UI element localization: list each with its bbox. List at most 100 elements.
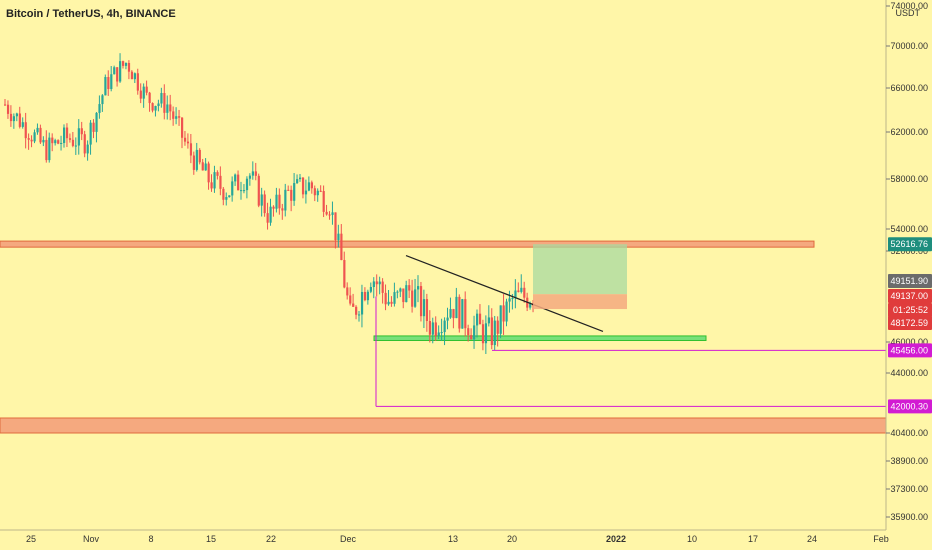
candle-body xyxy=(86,144,89,154)
candle-body xyxy=(51,137,54,144)
price-tick-label: 62000.00 xyxy=(890,127,928,137)
candle-body xyxy=(77,128,80,146)
price-badge xyxy=(888,303,932,317)
candle-body xyxy=(234,174,237,182)
candle-body xyxy=(296,179,299,184)
candle-body xyxy=(428,321,431,335)
candle-body xyxy=(145,86,148,93)
candle-body xyxy=(352,303,355,307)
candle-body xyxy=(4,104,7,106)
candle-body xyxy=(57,140,60,144)
candle-body xyxy=(281,208,284,211)
candle-body xyxy=(113,67,116,75)
candle-body xyxy=(405,285,408,303)
price-badge xyxy=(888,399,932,414)
candle-body xyxy=(331,212,334,215)
position-target-zone xyxy=(533,244,627,295)
candle-body xyxy=(478,313,482,325)
chart-title: Bitcoin / TetherUS, 4h, BINANCE xyxy=(6,8,176,20)
candle-body xyxy=(80,128,83,135)
candle-body xyxy=(363,291,367,301)
candle-body xyxy=(240,190,243,192)
candle-body xyxy=(151,103,154,111)
candle-body xyxy=(387,301,390,305)
candle-body xyxy=(166,104,169,113)
candle-body xyxy=(251,171,254,176)
candle-body xyxy=(60,142,63,144)
candle-body xyxy=(18,113,21,127)
candle-body xyxy=(124,62,128,66)
candle-body xyxy=(204,163,207,171)
price-tick-label: 74000.00 xyxy=(890,1,928,11)
price-badge-label: 49151.90 xyxy=(890,276,928,286)
candle-body xyxy=(490,317,493,346)
candle-body xyxy=(378,281,381,285)
candle-body xyxy=(242,190,246,192)
position-stop-zone xyxy=(533,294,627,310)
zone-resistance xyxy=(0,240,815,248)
time-tick-label: 25 xyxy=(26,534,36,544)
candle-body xyxy=(422,299,426,317)
candle-body xyxy=(24,122,27,139)
candle-body xyxy=(375,281,378,285)
candle-body xyxy=(45,139,48,161)
candle-body xyxy=(163,93,166,113)
candle-body xyxy=(139,90,142,99)
candle-body xyxy=(408,285,411,291)
candle-body xyxy=(74,145,77,147)
price-badge xyxy=(888,316,932,330)
candle-body xyxy=(181,117,184,138)
candle-body xyxy=(517,290,520,292)
candle-body xyxy=(337,233,340,241)
time-tick-label: 24 xyxy=(807,534,817,544)
candle-body xyxy=(452,309,455,319)
price-tick-label: 37300.00 xyxy=(890,484,928,494)
candle-body xyxy=(160,93,163,104)
candle-body xyxy=(148,92,151,104)
candle-body xyxy=(30,139,33,142)
candle-body xyxy=(27,138,30,140)
candle-body xyxy=(358,314,361,316)
candle-body xyxy=(464,299,467,329)
candle-body xyxy=(476,313,479,326)
candle-body xyxy=(101,95,104,105)
candle-body xyxy=(68,138,72,140)
candle-body xyxy=(307,182,311,191)
candle-body xyxy=(248,175,252,179)
price-badge-label: 48172.59 xyxy=(890,318,928,328)
price-badge-label: 45456.00 xyxy=(890,345,928,355)
candle-body xyxy=(484,323,488,344)
candle-body xyxy=(349,295,352,304)
candle-body xyxy=(21,122,24,127)
candle-body xyxy=(36,127,39,133)
zone-lower xyxy=(0,417,887,434)
candle-body xyxy=(245,178,249,191)
candle-body xyxy=(119,61,122,82)
candle-body xyxy=(216,172,219,176)
price-unit-label: USDT xyxy=(895,8,921,18)
candle-body xyxy=(343,260,346,288)
candle-body xyxy=(269,206,272,223)
candle-body xyxy=(458,296,461,329)
candle-body xyxy=(437,332,440,336)
price-tick-label: 44000.00 xyxy=(890,368,928,378)
time-tick-label: 22 xyxy=(266,534,276,544)
candle-body xyxy=(431,322,434,335)
price-tick-label: 35900.00 xyxy=(890,512,928,522)
candle-body xyxy=(210,182,213,189)
price-badge-label: 42000.30 xyxy=(890,401,928,411)
candle-body xyxy=(366,291,370,301)
candle-body xyxy=(346,287,349,296)
candle-body xyxy=(425,299,429,322)
candle-body xyxy=(502,305,505,322)
candle-body xyxy=(390,301,393,304)
price-tick-label: 66000.00 xyxy=(890,83,928,93)
candle-body xyxy=(384,292,387,305)
candle-body xyxy=(172,111,175,119)
candle-body xyxy=(228,195,231,198)
candle-body xyxy=(505,301,508,322)
candle-body xyxy=(310,182,313,189)
candle-body xyxy=(417,286,420,290)
